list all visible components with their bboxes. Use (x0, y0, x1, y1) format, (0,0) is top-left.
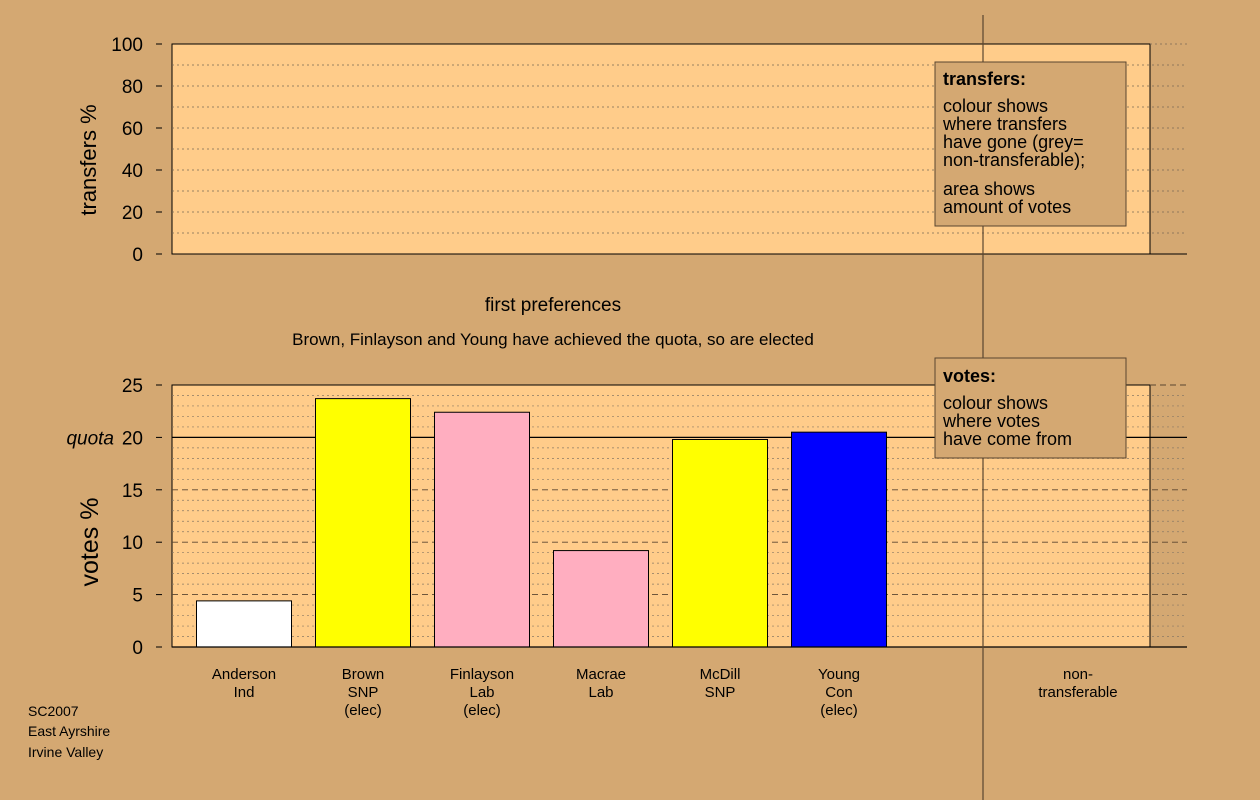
transfers-tick-label: 20 (122, 203, 143, 224)
candidate-label: McDill (700, 666, 741, 683)
vote-bars (196, 398, 887, 648)
votes-tick-label: 5 (132, 586, 143, 607)
candidate-labels: AndersonIndBrownSNP(elec)FinlaysonLab(el… (212, 666, 1118, 719)
transfers-legend-title: transfers: (943, 69, 1026, 89)
votes-tick-label: 10 (122, 533, 143, 554)
candidate-label: Finlayson (450, 666, 514, 683)
transfers-tick-label: 80 (122, 77, 143, 98)
candidate-label: (elec) (820, 702, 858, 719)
votes-y-axis-label: votes % (76, 498, 104, 587)
footer-ward: Irvine Valley (28, 744, 103, 760)
transfers-legend-line: area shows (943, 179, 1035, 199)
footer-election: SC2007 (28, 703, 79, 719)
transfers-legend-line: have gone (grey= (943, 132, 1084, 152)
transfers-legend-line: amount of votes (943, 197, 1071, 217)
transfers-tick-label: 0 (132, 245, 143, 266)
transfers-legend-line: non-transferable); (943, 150, 1085, 170)
candidate-label: Brown (342, 666, 385, 683)
votes-tick-label: 25 (122, 376, 143, 397)
non-transferable-label: transferable (1038, 684, 1117, 701)
candidate-label: Con (825, 684, 853, 701)
candidate-label: Anderson (212, 666, 276, 683)
candidate-label: Young (818, 666, 860, 683)
votes-legend-line: colour shows (943, 393, 1048, 413)
transfers-y-ticks: 0 20 40 60 80 100 (111, 35, 162, 266)
transfers-tick-label: 40 (122, 161, 143, 182)
stage-title: first preferences (485, 295, 621, 316)
quota-label: quota (66, 428, 114, 449)
non-transferable-label: non- (1063, 666, 1093, 683)
candidate-label: SNP (348, 684, 379, 701)
candidate-label: (elec) (463, 702, 501, 719)
votes-legend-title: votes: (943, 366, 996, 386)
candidate-label: Ind (234, 684, 255, 701)
votes-tick-label: 15 (122, 481, 143, 502)
candidate-label: SNP (705, 684, 736, 701)
vote-bar (791, 431, 887, 648)
candidate-label: Macrae (576, 666, 626, 683)
vote-bar (434, 411, 530, 648)
candidate-label: Lab (469, 684, 494, 701)
transfers-legend: transfers: colour shows where transfers … (934, 61, 1127, 227)
stage-subtitle: Brown, Finlayson and Young have achieved… (292, 330, 814, 349)
votes-tick-label: 0 (132, 638, 143, 659)
transfers-legend-line: where transfers (942, 114, 1067, 134)
votes-y-ticks: 0 5 10 15 20 25 (122, 376, 162, 659)
vote-bar (553, 550, 649, 648)
vote-bar (315, 398, 411, 648)
transfers-tick-label: 60 (122, 119, 143, 140)
vote-bar (196, 600, 292, 648)
votes-legend-line: where votes (942, 411, 1040, 431)
vote-bar (672, 438, 768, 648)
footer-council: East Ayrshire (28, 723, 110, 739)
votes-legend: votes: colour shows where votes have com… (934, 357, 1127, 459)
transfers-y-axis-label: transfers % (76, 104, 101, 215)
transfers-legend-line: colour shows (943, 96, 1048, 116)
votes-tick-label: 20 (122, 428, 143, 449)
candidate-label: Lab (588, 684, 613, 701)
transfers-tick-label: 100 (111, 35, 143, 56)
election-footer: SC2007 East Ayrshire Irvine Valley (28, 703, 110, 760)
candidate-label: (elec) (344, 702, 382, 719)
votes-legend-line: have come from (943, 429, 1072, 449)
